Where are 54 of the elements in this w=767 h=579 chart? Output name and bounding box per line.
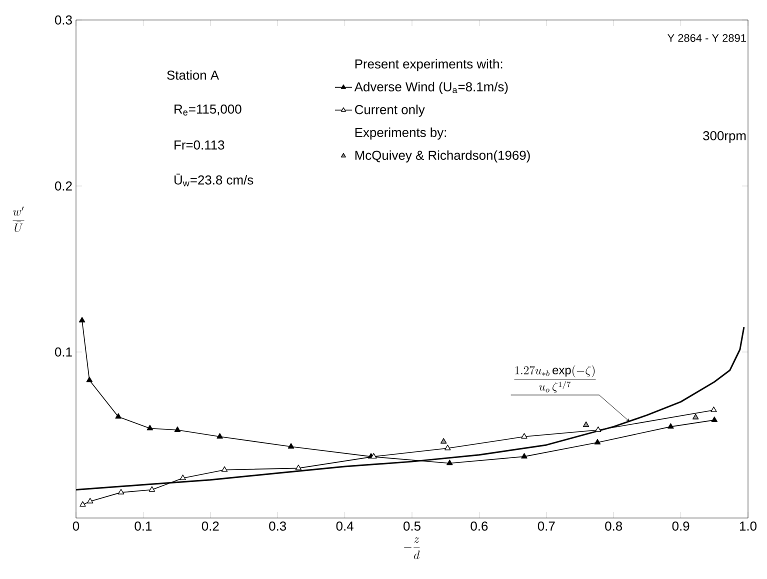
point bbox=[87, 498, 94, 504]
point bbox=[711, 416, 718, 422]
x-axis-title: $-\frac{z}{d}$ bbox=[404, 537, 420, 560]
point bbox=[521, 433, 528, 439]
annotation: Y 2864 - Y 2891 bbox=[668, 34, 746, 42]
legend-label: Adverse Wind (U$_{a}$=8.1m/s) bbox=[354, 82, 508, 94]
point bbox=[180, 474, 186, 480]
x-tick-label: 0.5 bbox=[404, 522, 420, 531]
point bbox=[80, 501, 86, 507]
point bbox=[86, 376, 93, 382]
x-tick-label: 0.3 bbox=[269, 522, 286, 531]
point bbox=[148, 486, 156, 492]
point bbox=[582, 422, 590, 427]
point bbox=[174, 426, 181, 432]
annotation: 300rpm bbox=[703, 131, 746, 143]
x-tick-label: 0 bbox=[72, 522, 80, 531]
x-tick-label: 0.6 bbox=[470, 522, 488, 531]
point bbox=[221, 466, 228, 472]
point bbox=[440, 438, 447, 444]
point bbox=[668, 423, 674, 429]
y-tick-label: 0.1 bbox=[54, 347, 72, 357]
point bbox=[692, 414, 699, 420]
y-tick-label: 0.3 bbox=[54, 15, 72, 25]
point bbox=[594, 438, 601, 444]
point bbox=[216, 433, 223, 439]
point bbox=[118, 488, 124, 494]
legend-label: Current only bbox=[355, 104, 425, 117]
x-tick-label: 0.8 bbox=[605, 522, 622, 531]
x-tick-label: 0.9 bbox=[672, 522, 690, 531]
point bbox=[288, 443, 294, 449]
point bbox=[446, 460, 453, 466]
point bbox=[595, 426, 602, 432]
point bbox=[78, 316, 86, 322]
x-tick-label: 0.2 bbox=[202, 522, 219, 531]
point bbox=[115, 413, 122, 419]
point bbox=[444, 444, 451, 450]
x-tick-label: 0.1 bbox=[134, 522, 152, 531]
annotation: Fr=0.113 bbox=[174, 140, 224, 150]
annotation: Ū$_{w}$=23.8 cm/s bbox=[174, 174, 254, 186]
x-tick-label: 0.4 bbox=[336, 522, 354, 531]
legend-label: McQuivey & Richardson(1969) bbox=[355, 150, 530, 162]
legend-title: Present experiments with: bbox=[355, 59, 502, 72]
point bbox=[521, 453, 528, 459]
point bbox=[146, 424, 154, 430]
annotation: R$_{e}$=115,000 bbox=[174, 104, 242, 116]
point bbox=[295, 464, 302, 470]
y-axis-title: $\frac{w'}{\bar{U}}$ bbox=[12, 206, 24, 232]
x-tick-label: 0.7 bbox=[538, 522, 555, 531]
y-tick-label: 0.2 bbox=[54, 181, 72, 191]
annotation: Station A bbox=[167, 70, 220, 80]
annotation: $\frac{1.27u_{*b}\exp(-\zeta)}{u_o\,\zeta^{1/7}}$ bbox=[514, 365, 596, 393]
annotation: Experiments by: bbox=[355, 128, 446, 140]
x-tick-label: 1.0 bbox=[740, 522, 757, 531]
point bbox=[710, 406, 717, 412]
